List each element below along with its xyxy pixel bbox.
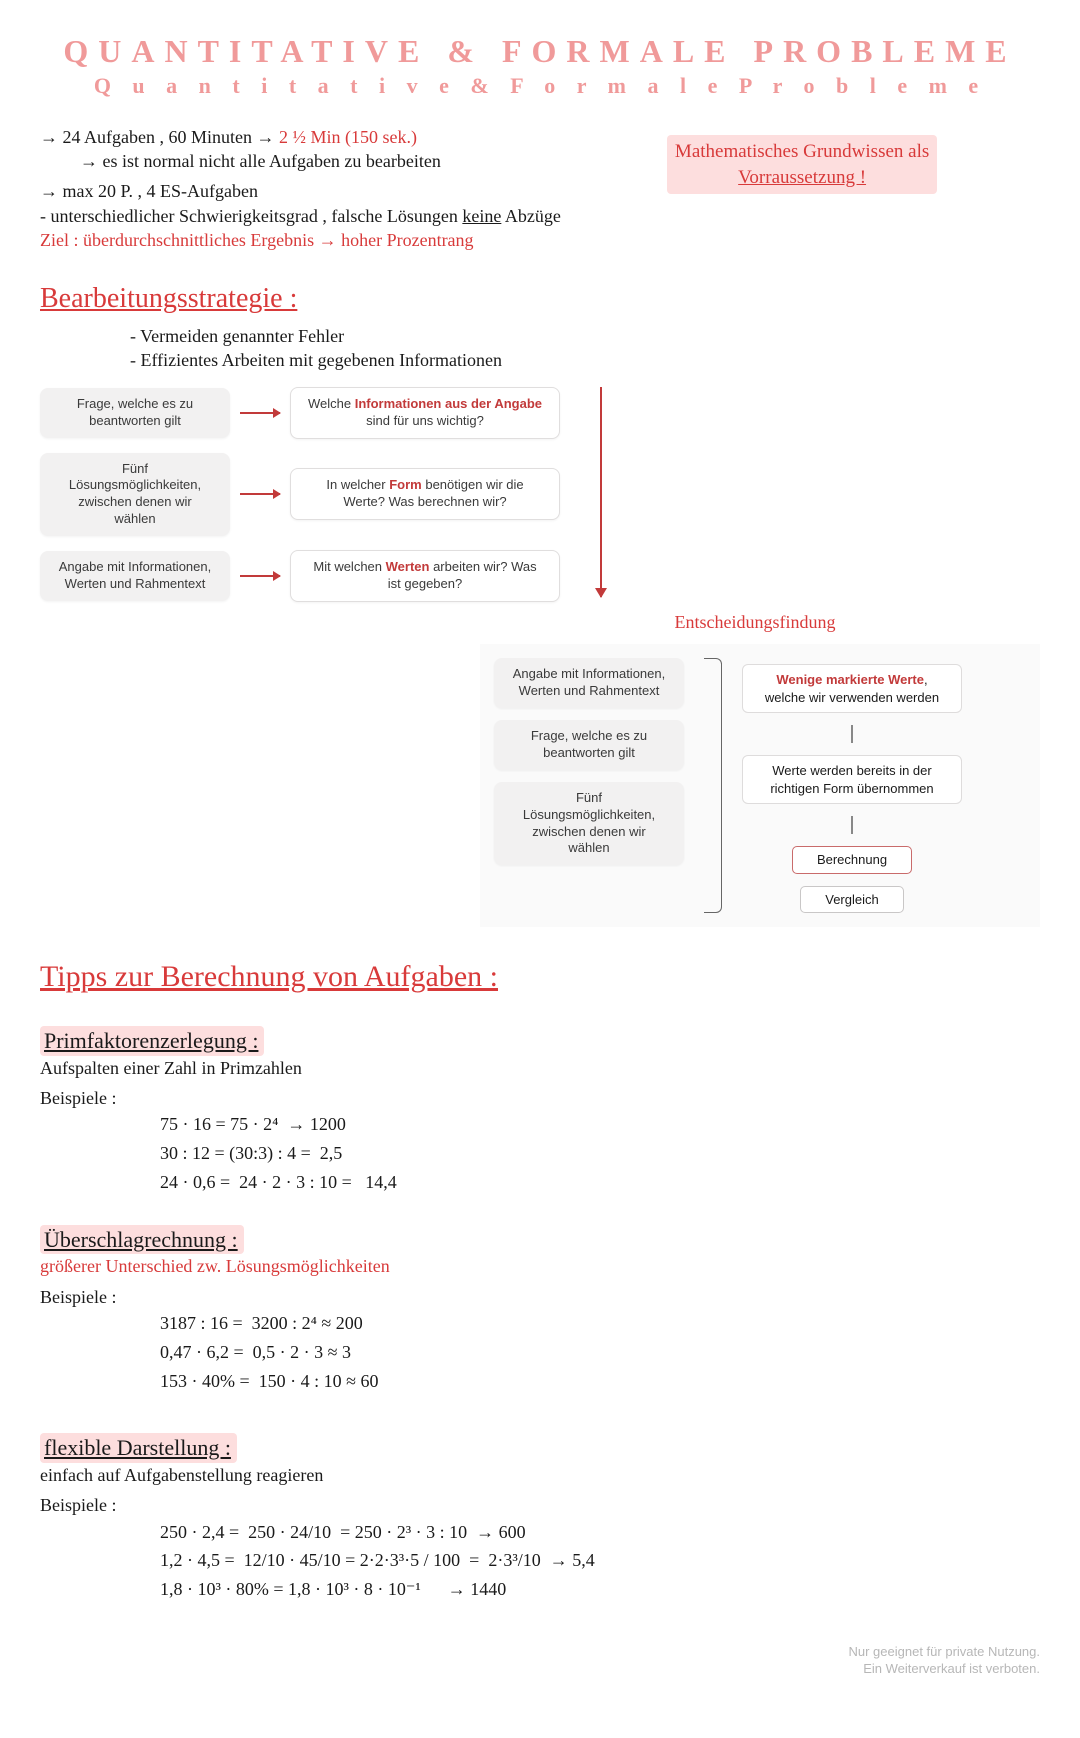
flow2-right-0: Wenige markierte Werte, welche wir verwe… [742,664,962,713]
intro-line-4: - unterschiedlicher Schwierigkeitsgrad ,… [40,204,637,228]
uebers-desc: größerer Unterschied zw. Lösungsmöglichk… [40,1254,1040,1278]
uebers-math: 3187 : 16 = 3200 : 2⁴ ≈ 200 0,47 · 6,2 =… [160,1309,1040,1395]
strategie-b1: - Vermeiden genannter Fehler [130,324,1040,348]
uebers-label: Beispiele : 3187 : 16 = 3200 : 2⁴ ≈ 200 … [40,1285,1040,1396]
flow2-left-0: Angabe mit Informationen, Werten und Rah… [494,658,684,708]
flow2-left-2: Fünf Lösungsmöglichkeiten, zwischen dene… [494,782,684,866]
prim-math: 75 · 16 = 75 · 2⁴ → 1200 30 : 12 = (30:3… [160,1110,1040,1196]
subhead-uebers: Überschlagrechnung : [40,1225,244,1255]
flow1-left-0: Frage, welche es zu beantworten gilt [40,388,230,438]
flow1-left-1: Fünf Lösungsmöglichkeiten, zwischen dene… [40,453,230,537]
flow1: Frage, welche es zu beantworten gilt Wel… [40,387,1040,602]
subhead-prim: Primfaktorenzerlegung : [40,1026,264,1056]
intro-block: → 24 Aufgaben , 60 Minuten → 2 ½ Min (15… [40,125,1040,252]
heading-tipps: Tipps zur Berechnung von Aufgaben : [40,957,1040,998]
flow1-right-1: In welcher Form benötigen wir die Werte?… [290,468,560,520]
arrow-right-icon [240,575,280,577]
line-icon [851,725,853,743]
bracket-icon [704,658,722,913]
subhead-flex: flexible Darstellung : [40,1433,237,1463]
strategie-b2: - Effizientes Arbeiten mit gegebenen Inf… [130,348,1040,372]
flex-desc: einfach auf Aufgabenstellung reagieren [40,1463,1040,1487]
flex-math: 250 · 2,4 = 250 · 24/10 = 250 · 2³ · 3 :… [160,1518,1040,1604]
title-line1: QUANTITATIVE & FORMALE PROBLEME [63,33,1016,69]
intro-left: → 24 Aufgaben , 60 Minuten → 2 ½ Min (15… [40,125,637,252]
arrow-right-icon [240,493,280,495]
section-flexible: flexible Darstellung : einfach auf Aufga… [40,1423,1040,1604]
flow2-left-1: Frage, welche es zu beantworten gilt [494,720,684,770]
strategie-bullets: - Vermeiden genannter Fehler - Effizient… [130,324,1040,373]
flow2-right-1: Werte werden bereits in der richtigen Fo… [742,755,962,804]
intro-line-1: → 24 Aufgaben , 60 Minuten → 2 ½ Min (15… [40,125,637,149]
flow1-right-0: Welche Informationen aus der Angabe sind… [290,387,560,439]
decision-label: Entscheidungsfindung [470,610,1040,634]
prim-desc: Aufspalten einer Zahl in Primzahlen [40,1056,1040,1080]
intro-ziel: Ziel : überdurchschnittliches Ergebnis →… [40,228,637,252]
flow1-left-2: Angabe mit Informationen, Werten und Rah… [40,551,230,601]
flow1-right-2: Mit welchen Werten arbeiten wir? Was ist… [290,550,560,602]
flex-label: Beispiele : 250 · 2,4 = 250 · 24/10 = 25… [40,1493,1040,1604]
intro-line-2: → es ist normal nicht alle Aufgaben zu b… [80,149,637,173]
flow2-tag-berechnung: Berechnung [792,846,912,874]
arrow-down-icon [600,387,602,597]
section-primfaktor: Primfaktorenzerlegung : Aufspalten einer… [40,1016,1040,1197]
intro-line-3: → max 20 P. , 4 ES-Aufgaben [40,179,637,203]
prim-label: Beispiele : 75 · 16 = 75 · 2⁴ → 1200 30 … [40,1086,1040,1197]
flow2: Angabe mit Informationen, Werten und Rah… [480,644,1040,927]
flow2-tag-vergleich: Vergleich [800,886,903,914]
intro-right: Mathematisches Grundwissen als Vorrausse… [667,125,1040,252]
heading-strategie: Bearbeitungsstrategie : [40,280,1040,318]
arrow-right-icon [240,412,280,414]
section-ueberschlag: Überschlagrechnung : größerer Unterschie… [40,1215,1040,1396]
line-icon [851,816,853,834]
footer-note: Nur geeignet für private Nutzung. Ein We… [40,1644,1040,1678]
page-title: QUANTITATIVE & FORMALE PROBLEME Q u a n … [40,30,1040,101]
title-line2: Q u a n t i t a t i v e & F o r m a l e … [40,71,1040,101]
side-callout: Mathematisches Grundwissen als Vorrausse… [667,135,937,194]
